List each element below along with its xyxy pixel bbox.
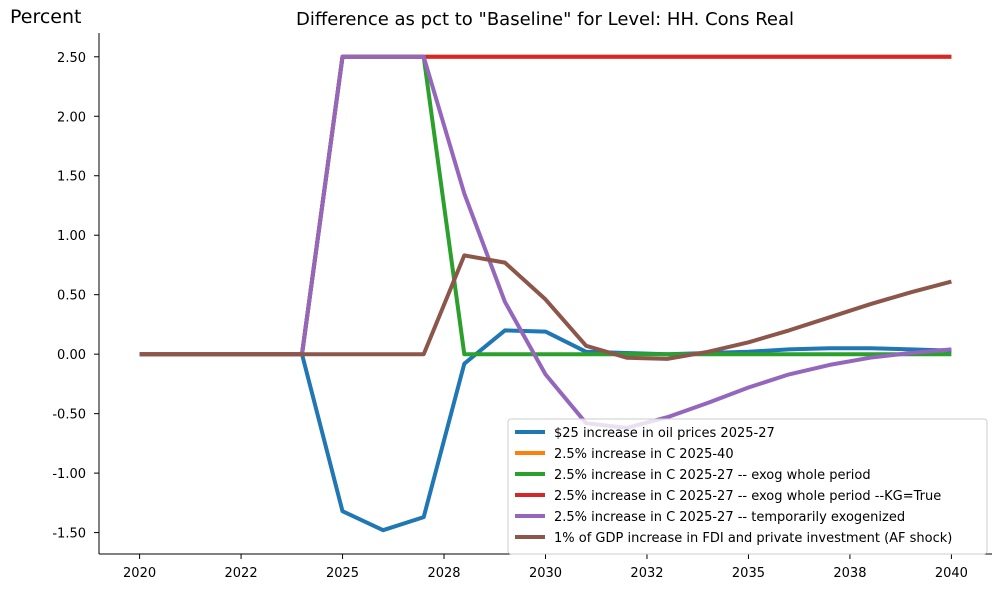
series-line (139, 54, 952, 357)
y-tick-label: 1.50 (57, 170, 86, 185)
x-tick-label: 2032 (630, 566, 663, 581)
legend-label: 2.5% increase in C 2025-27 -- exog whole… (554, 489, 941, 504)
y-tick-label: 2.00 (57, 110, 86, 125)
axes: -1.50 -1.00 -0.50 0.00 0.50 1.00 1.50 2.00 2.50 2… (52, 33, 992, 581)
legend-label: $25 increase in oil prices 2025-27 (554, 426, 775, 441)
y-tick-label: 2.50 (57, 51, 86, 66)
x-tick-label: 2028 (427, 566, 460, 581)
x-tick-label: 2038 (833, 566, 866, 581)
legend-label: 2.5% increase in C 2025-40 (554, 447, 734, 462)
legend: $25 increase in oil prices 2025-27 2.5% i… (507, 418, 988, 555)
series-line (139, 54, 952, 430)
legend-label: 1% of GDP increase in FDI and private in… (554, 531, 952, 546)
y-tick-label: -0.50 (52, 408, 86, 423)
legend-label: 2.5% increase in C 2025-27 -- temporaril… (554, 510, 905, 525)
x-tick-label: 2020 (123, 566, 156, 581)
x-tick-label: 2025 (326, 566, 359, 581)
y-axis-label: Percent (10, 6, 82, 28)
y-tick-label: 0.00 (57, 348, 86, 363)
series-line (139, 54, 952, 357)
x-tick-label: 2040 (935, 566, 968, 581)
x-tick-label: 2030 (529, 566, 562, 581)
y-tick-label: -1.00 (52, 467, 86, 482)
x-tick-label: 2022 (225, 566, 258, 581)
x-tick-label: 2035 (732, 566, 765, 581)
y-tick-label: 0.50 (57, 289, 86, 304)
legend-box (507, 418, 988, 555)
series-line (139, 54, 952, 357)
legend-label: 2.5% increase in C 2025-27 -- exog whole… (554, 468, 871, 483)
y-tick-label: -1.50 (52, 527, 86, 542)
chart-title: Difference as pct to "Baseline" for Leve… (296, 9, 794, 30)
y-tick-label: 1.00 (57, 229, 86, 244)
series-lines (139, 54, 952, 533)
series-line (139, 253, 952, 361)
